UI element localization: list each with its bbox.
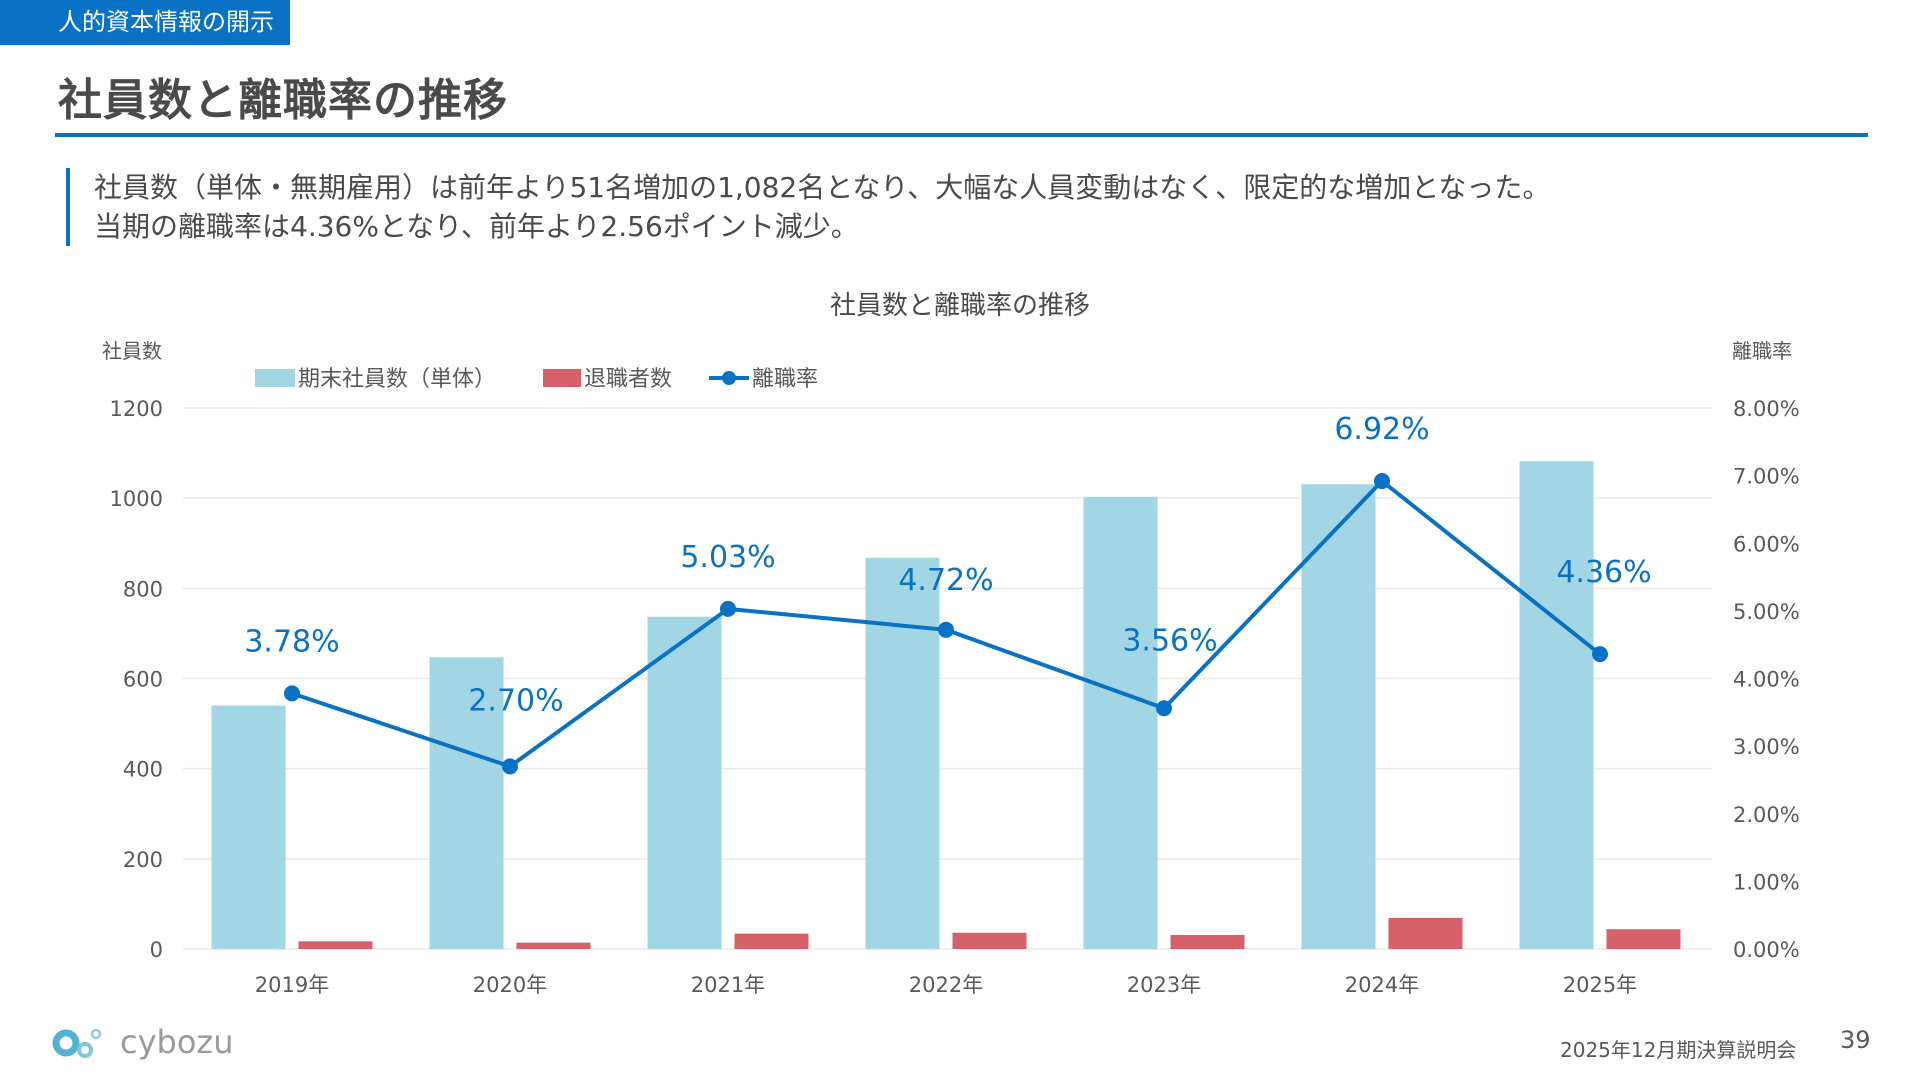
rate-data-label: 5.03% bbox=[680, 540, 775, 575]
legend: 期末社員数（単体） 退職者数 離職率 bbox=[255, 367, 818, 392]
rate-point bbox=[284, 685, 300, 702]
bar-retirees bbox=[298, 941, 373, 949]
rate-point bbox=[720, 600, 736, 617]
left-tick-label: 200 bbox=[123, 848, 163, 872]
bar-headcount bbox=[429, 657, 504, 949]
rate-data-label: 3.56% bbox=[1122, 623, 1217, 658]
legend-swatch-headcount bbox=[255, 369, 295, 387]
rate-point bbox=[1592, 646, 1608, 663]
left-tick-label: 1200 bbox=[110, 397, 163, 421]
left-tick-label: 600 bbox=[123, 668, 163, 692]
rate-line-series bbox=[284, 473, 1608, 775]
rate-point bbox=[1156, 700, 1172, 717]
right-tick-label: 6.00% bbox=[1733, 532, 1800, 556]
summary-block: 社員数（単体・無期雇用）は前年より51名増加の1,082名となり、大幅な人員変動… bbox=[66, 168, 1550, 246]
right-axis-ticks: 0.00% 1.00% 2.00% 3.00% 4.00% 5.00% 6.00% 7.00%… bbox=[1733, 397, 1800, 962]
gridlines bbox=[183, 407, 1712, 950]
right-tick-label: 3.00% bbox=[1733, 735, 1800, 759]
rate-data-label: 4.72% bbox=[898, 563, 993, 598]
legend-label-headcount: 期末社員数（単体） bbox=[298, 367, 496, 392]
legend-swatch-retirees bbox=[543, 369, 581, 387]
left-tick-label: 0 bbox=[150, 938, 163, 962]
rate-point bbox=[1374, 473, 1390, 490]
cybozu-logo-icon bbox=[52, 1028, 102, 1058]
bar-headcount bbox=[1083, 496, 1158, 949]
bar-retirees bbox=[1388, 917, 1463, 949]
company-logo: cybozu bbox=[52, 1022, 234, 1062]
legend-marker-rate bbox=[722, 371, 736, 385]
bars bbox=[211, 461, 1681, 949]
rate-data-label: 2.70% bbox=[468, 683, 563, 718]
x-tick-label: 2020年 bbox=[473, 973, 547, 997]
left-tick-label: 1000 bbox=[110, 487, 163, 511]
bar-retirees bbox=[1170, 935, 1245, 949]
rate-point bbox=[502, 758, 518, 775]
left-axis-ticks: 0 200 400 600 800 1000 1200 bbox=[110, 397, 163, 962]
right-tick-label: 5.00% bbox=[1733, 600, 1800, 624]
right-tick-label: 2.00% bbox=[1733, 803, 1800, 827]
left-axis-title: 社員数 bbox=[102, 339, 162, 363]
rate-data-label: 6.92% bbox=[1334, 412, 1429, 447]
x-tick-label: 2019年 bbox=[255, 973, 329, 997]
page-title: 社員数と離職率の推移 bbox=[58, 75, 508, 126]
bar-headcount bbox=[1301, 484, 1376, 949]
section-tag: 人的資本情報の開示 bbox=[0, 0, 290, 45]
chart-title: 社員数と離職率の推移 bbox=[830, 291, 1090, 321]
x-tick-label: 2023年 bbox=[1127, 973, 1201, 997]
bar-retirees bbox=[1606, 929, 1681, 949]
x-tick-label: 2024年 bbox=[1345, 973, 1419, 997]
logo-text: cybozu bbox=[120, 1023, 234, 1061]
x-tick-label: 2022年 bbox=[909, 973, 983, 997]
legend-label-retirees: 退職者数 bbox=[584, 367, 672, 392]
legend-label-rate: 離職率 bbox=[752, 367, 818, 392]
rate-point bbox=[938, 621, 954, 638]
right-axis-title: 離職率 bbox=[1732, 339, 1792, 363]
bar-headcount bbox=[211, 705, 286, 949]
bar-headcount bbox=[865, 557, 940, 949]
x-tick-label: 2021年 bbox=[691, 973, 765, 997]
title-divider bbox=[55, 133, 1868, 137]
rate-data-label: 3.78% bbox=[244, 624, 339, 659]
x-axis-ticks: 2019年 2020年 2021年 2022年 2023年 2024年 2025年 bbox=[255, 973, 1637, 997]
page-number: 39 bbox=[1840, 1026, 1871, 1054]
bar-headcount bbox=[647, 616, 722, 949]
footer-event-name: 2025年12月期決算説明会 bbox=[1560, 1038, 1797, 1062]
rate-data-label: 4.36% bbox=[1556, 555, 1651, 590]
bar-headcount bbox=[1519, 461, 1594, 949]
bar-retirees bbox=[734, 933, 809, 949]
right-tick-label: 1.00% bbox=[1733, 870, 1800, 894]
rate-data-labels: 3.78% 2.70% 5.03% 4.72% 3.56% 6.92% 4.36% bbox=[244, 412, 1651, 718]
summary-line-2: 当期の離職率は4.36%となり、前年より2.56ポイント減少。 bbox=[94, 210, 859, 243]
left-tick-label: 800 bbox=[123, 577, 163, 601]
right-tick-label: 0.00% bbox=[1733, 938, 1800, 962]
left-tick-label: 400 bbox=[123, 758, 163, 782]
right-tick-label: 7.00% bbox=[1733, 465, 1800, 489]
right-tick-label: 4.00% bbox=[1733, 668, 1800, 692]
bar-retirees bbox=[516, 942, 591, 949]
summary-line-1: 社員数（単体・無期雇用）は前年より51名増加の1,082名となり、大幅な人員変動… bbox=[94, 171, 1551, 204]
bar-retirees bbox=[952, 932, 1027, 949]
x-tick-label: 2025年 bbox=[1563, 973, 1637, 997]
right-tick-label: 8.00% bbox=[1733, 397, 1800, 421]
